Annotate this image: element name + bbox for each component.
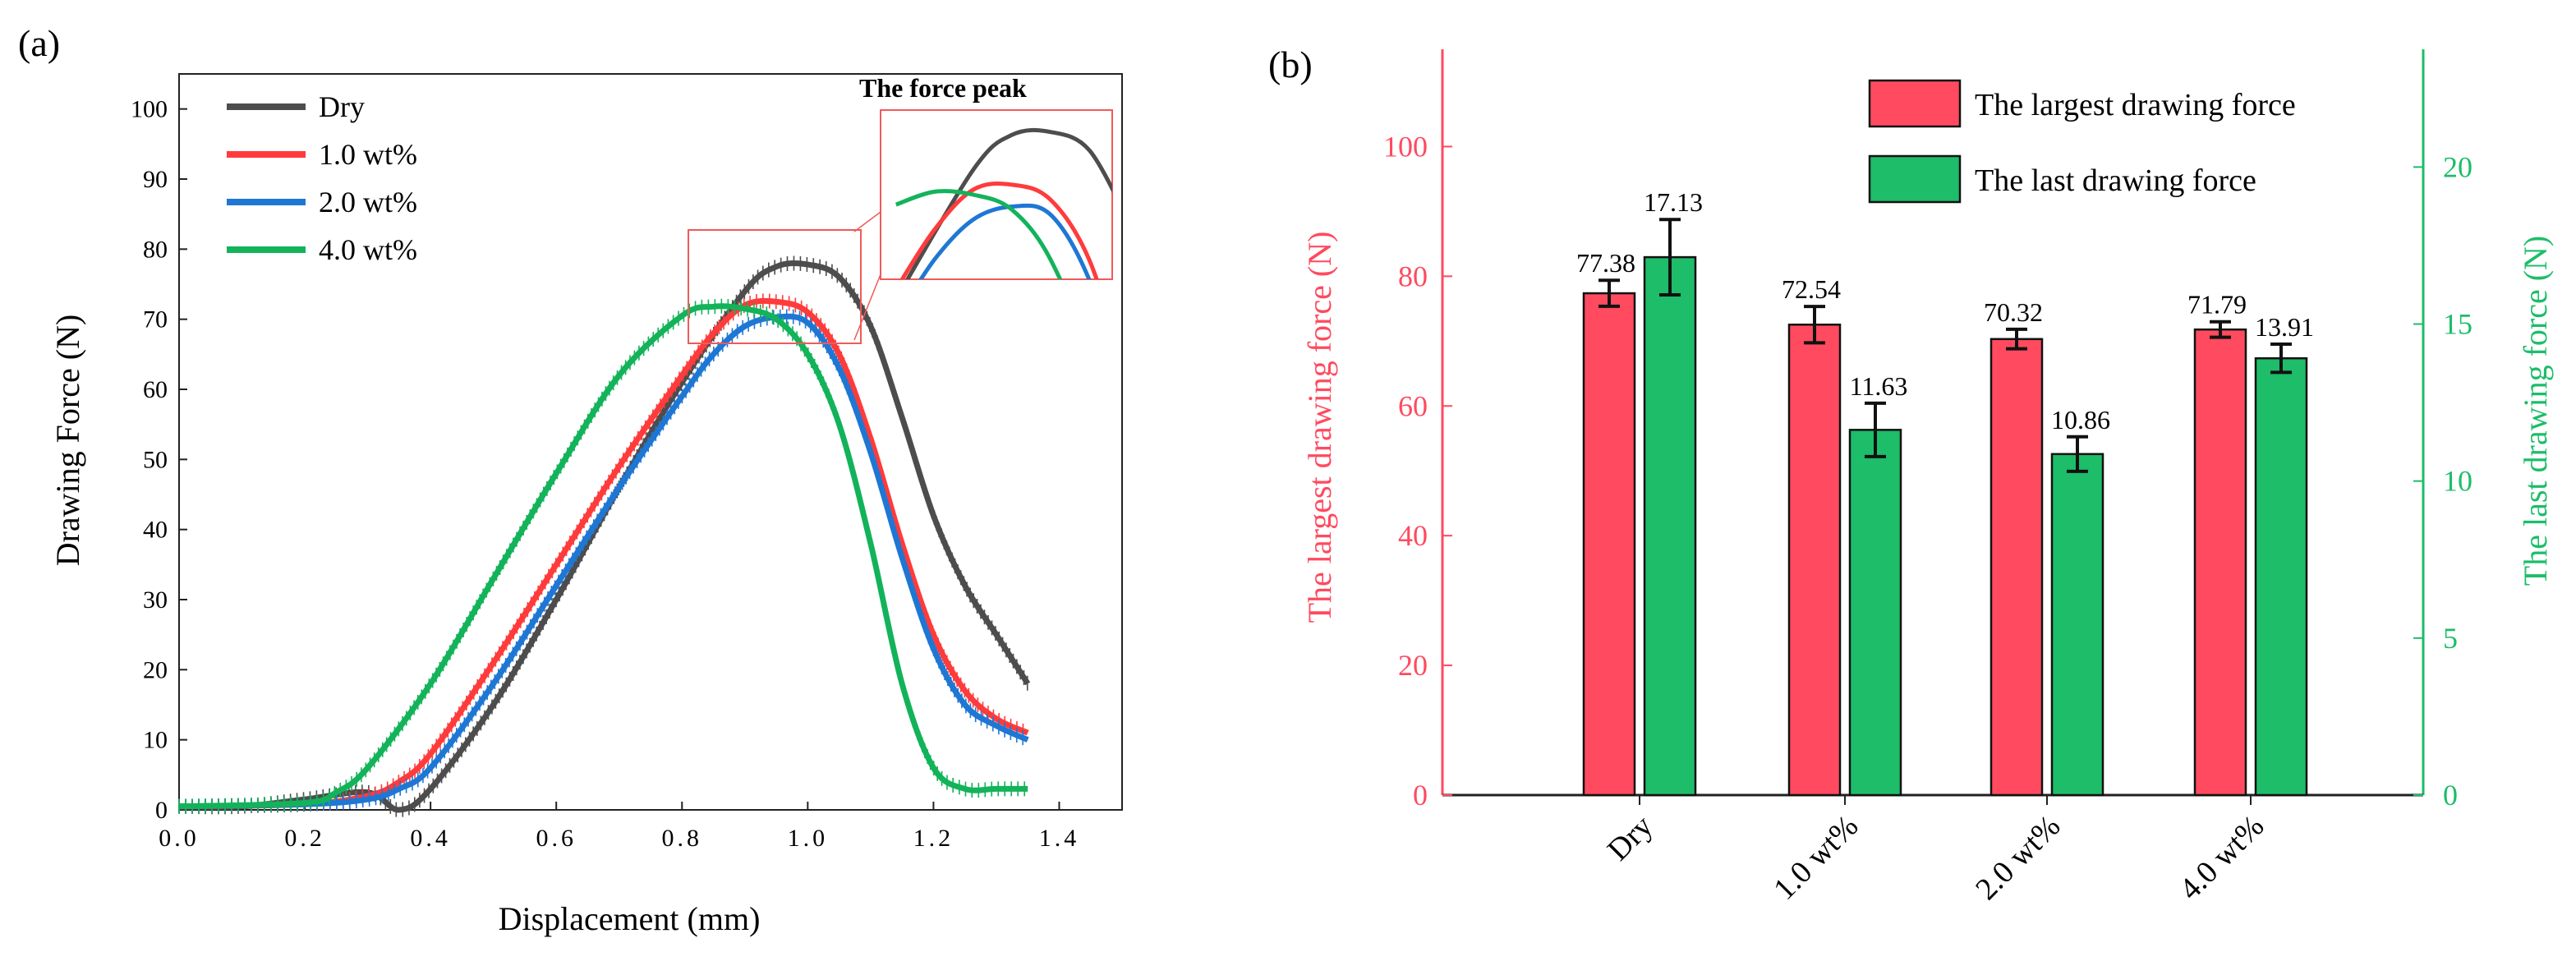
left-tick-label: 20 xyxy=(1398,649,1428,682)
right-tick-label: 20 xyxy=(2443,150,2472,183)
y-tick-label: 80 xyxy=(143,236,168,263)
bar-last xyxy=(2050,453,2104,797)
right-tick-label: 10 xyxy=(2443,465,2472,498)
x-tick-label: 0.4 xyxy=(410,825,451,852)
x-tick-label: 0.2 xyxy=(284,825,325,852)
data-label: 70.32 xyxy=(1984,297,2043,327)
data-label: 11.63 xyxy=(1850,371,1908,401)
y-tick-label: 70 xyxy=(143,306,168,333)
bar-largest xyxy=(1990,338,2044,797)
legend-label: 2.0 wt% xyxy=(319,186,417,218)
series-errorbars-4-0-wt- xyxy=(178,298,1026,814)
panel-b-plot: 0 20 40 60 80 100 0 5 10 15 20 77.38 17.13 72.54 11.… xyxy=(1383,49,2472,907)
panel-a-label: (a) xyxy=(18,22,60,64)
y-tick-label: 100 xyxy=(131,96,168,123)
left-tick-label: 80 xyxy=(1398,260,1428,292)
legend-label: The last drawing force xyxy=(1975,163,2256,198)
x-tick-label: 0.8 xyxy=(662,825,703,852)
bar-largest xyxy=(1582,292,1636,797)
data-label: 72.54 xyxy=(1782,274,1841,304)
y-tick-label: 60 xyxy=(143,376,168,403)
category-label: Dry xyxy=(1601,809,1659,867)
panel-a-ylabel: Drawing Force (N) xyxy=(49,315,86,567)
inset-line-1-0-wt- xyxy=(899,182,1099,279)
y-tick-label: 30 xyxy=(143,586,168,614)
y-tick-label: 0 xyxy=(155,797,168,824)
left-tick-label: 40 xyxy=(1398,519,1428,552)
bar-largest xyxy=(1787,323,1842,797)
category-label: 2.0 wt% xyxy=(1969,809,2067,907)
data-label: 71.79 xyxy=(2187,290,2247,320)
left-tick-label: 0 xyxy=(1413,779,1428,812)
y-tick-label: 10 xyxy=(143,727,168,754)
y-tick-label: 50 xyxy=(143,446,168,473)
x-tick-label: 1.2 xyxy=(913,825,954,852)
legend-swatch xyxy=(1868,79,1962,128)
inset-line-2-0-wt- xyxy=(918,203,1092,279)
legend-label: 4.0 wt% xyxy=(319,233,417,266)
data-label: 13.91 xyxy=(2255,312,2314,342)
y-tick-label: 20 xyxy=(143,656,168,683)
panel-a-xlabel: Displacement (mm) xyxy=(499,900,761,937)
legend-swatch xyxy=(1868,154,1962,204)
bar-last xyxy=(1643,255,1697,797)
legend-label: The largest drawing force xyxy=(1975,88,2296,122)
panel-b-ylabel-right: The last drawing force (N) xyxy=(2517,236,2554,586)
right-tick-label: 15 xyxy=(2443,308,2472,341)
series-errorbars-1-0-wt- xyxy=(178,293,1024,814)
zoom-connector xyxy=(853,211,881,232)
data-label: 10.86 xyxy=(2051,405,2110,435)
inset-title: The force peak xyxy=(859,73,1027,103)
y-tick-label: 40 xyxy=(143,517,168,544)
left-tick-label: 100 xyxy=(1383,130,1428,163)
data-label: 77.38 xyxy=(1576,248,1635,278)
x-tick-label: 1.4 xyxy=(1039,825,1080,852)
zoom-connector xyxy=(853,274,881,341)
panel-b-ylabel-left: The largest drawing force (N) xyxy=(1301,232,1338,623)
y-tick-label: 90 xyxy=(143,166,168,193)
right-tick-label: 5 xyxy=(2443,622,2458,655)
x-tick-label: 0.0 xyxy=(159,825,200,852)
right-tick-label: 0 xyxy=(2443,779,2458,812)
category-label: 4.0 wt% xyxy=(2173,809,2270,907)
series-errorbars-2-0-wt- xyxy=(178,309,1024,814)
legend-label: Dry xyxy=(319,90,365,123)
series-line-2-0-wt- xyxy=(178,313,1029,810)
left-tick-label: 60 xyxy=(1398,389,1428,422)
data-label: 17.13 xyxy=(1644,187,1703,217)
bar-last xyxy=(2254,356,2308,797)
category-label: 1.0 wt% xyxy=(1767,809,1865,907)
legend-label: 1.0 wt% xyxy=(319,138,417,171)
panel-b-label: (b) xyxy=(1268,44,1313,85)
panel-a-plot: 0 10 20 30 40 50 60 70 80 90 100 0.0 0.2 0.4 0.6 0.8 1.… xyxy=(131,73,1123,852)
x-tick-label: 0.6 xyxy=(536,825,577,852)
bar-last xyxy=(1848,429,1902,797)
series-line-1-0-wt- xyxy=(178,297,1029,810)
zoom-box xyxy=(688,229,862,344)
bar-largest xyxy=(2193,328,2247,797)
panel-a-frame xyxy=(178,73,1123,811)
x-tick-label: 1.0 xyxy=(788,825,829,852)
inset-line-4-0-wt- xyxy=(895,189,1063,279)
